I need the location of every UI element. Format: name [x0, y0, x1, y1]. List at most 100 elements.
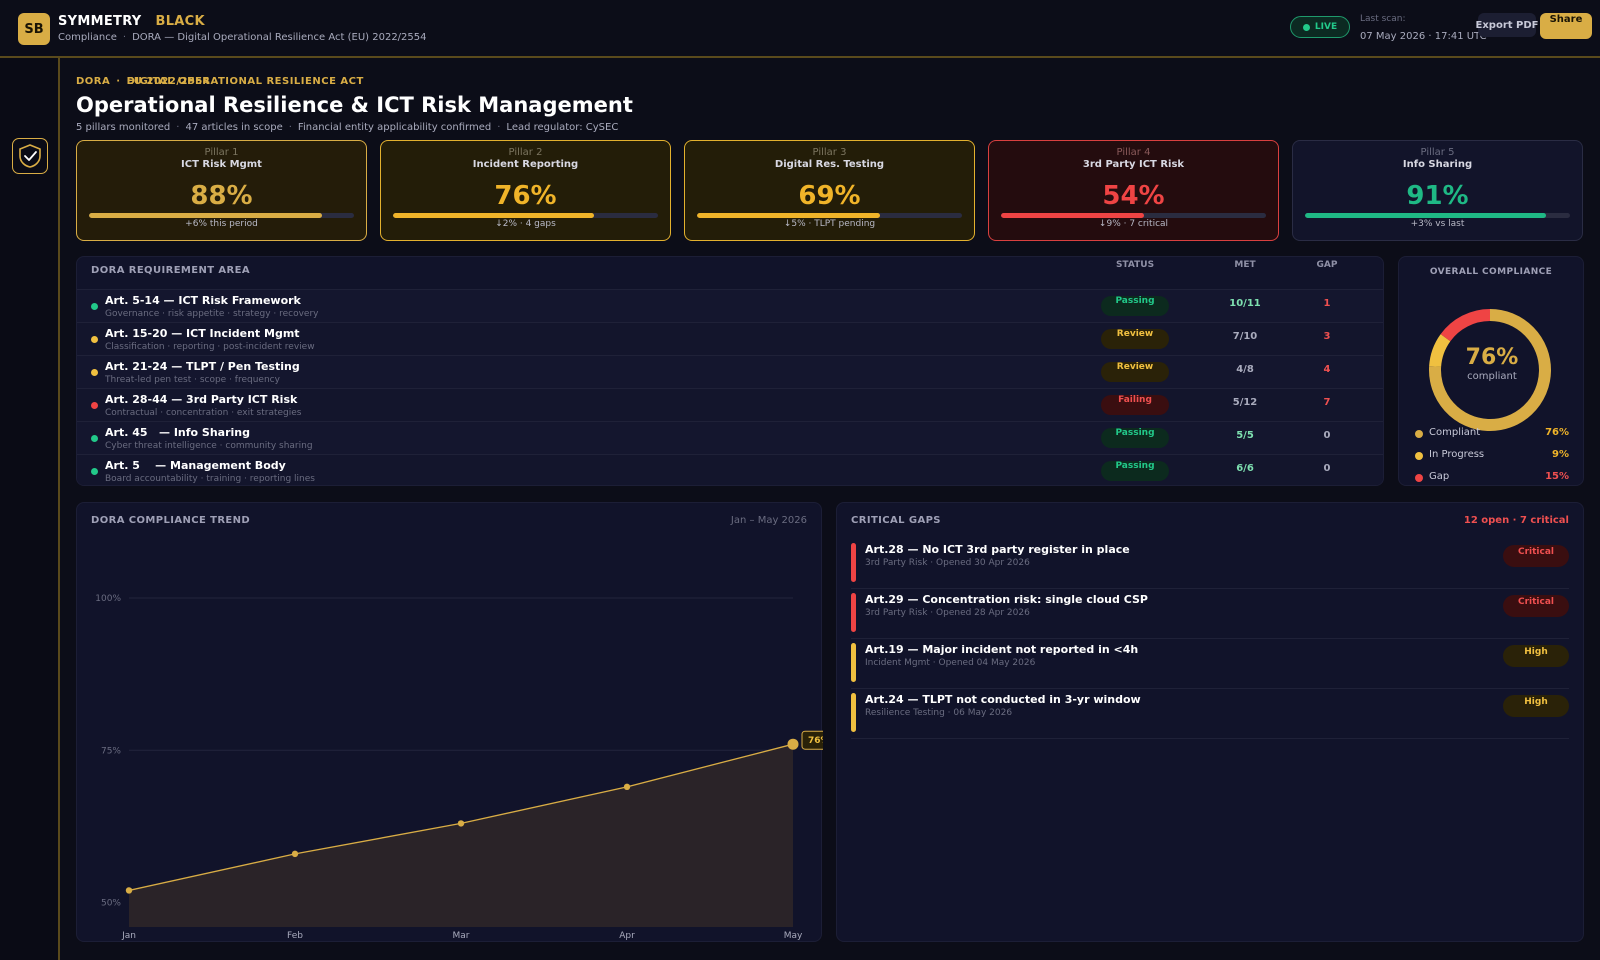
- status-dot-icon: [91, 402, 98, 409]
- gap-item[interactable]: Art.28 — No ICT 3rd party register in pl…: [851, 539, 1569, 589]
- col-gap-header[interactable]: GAP: [1316, 260, 1338, 270]
- brand-name: SYMMETRY BLACK: [58, 14, 205, 29]
- legend-value: 15%: [1545, 471, 1569, 482]
- pillar-progress-fill: [1305, 213, 1547, 218]
- breadcrumb-section[interactable]: Compliance: [58, 32, 117, 43]
- page-title: Operational Resilience & ICT Risk Manage…: [76, 93, 633, 117]
- pillar-score: 69%: [798, 181, 861, 211]
- legend-item: Gap 15%: [1415, 471, 1569, 485]
- pillar-delta: ↓5% · TLPT pending: [783, 219, 876, 229]
- gap-item[interactable]: Art.19 — Major incident not reported in …: [851, 639, 1569, 689]
- pillar-progress-bar: [1305, 213, 1570, 218]
- pillar-progress-bar: [393, 213, 658, 218]
- y-tick-label: 50%: [101, 899, 121, 909]
- trend-area: [129, 744, 793, 927]
- top-bar: SB SYMMETRY BLACK Compliance · DORA — Digit…: [0, 0, 1600, 58]
- donut-segment[interactable]: [1429, 334, 1451, 368]
- status-badge: Passing: [1101, 296, 1169, 316]
- page-eyebrow: DORA · DIGITAL OPERATIONAL RESILIENCE ACT E…: [76, 76, 364, 87]
- brand-logo[interactable]: SB: [18, 13, 50, 45]
- critical-gaps-panel: CRITICAL GAPS 12 open · 7 critical Art.2…: [836, 502, 1584, 942]
- legend-item: Compliant 76%: [1415, 427, 1569, 441]
- severity-badge: Critical: [1503, 545, 1569, 567]
- x-tick-label: Apr: [619, 931, 635, 941]
- x-tick-label: May: [784, 931, 803, 941]
- pillar-name: ICT Risk Mgmt: [181, 159, 262, 170]
- requirement-gap: 4: [1323, 364, 1331, 375]
- col-status-header[interactable]: STATUS: [1115, 260, 1155, 270]
- share-button[interactable]: Share: [1540, 13, 1592, 39]
- requirement-gap: 0: [1323, 430, 1331, 441]
- requirement-title: Art. 5 — Management Body: [105, 459, 286, 472]
- requirement-row[interactable]: Art. 5-14 — ICT Risk Framework Governance…: [77, 289, 1383, 322]
- pillar-number: Pillar 4: [1116, 147, 1151, 158]
- requirement-row[interactable]: Art. 15-20 — ICT Incident Mgmt Classifica…: [77, 322, 1383, 355]
- overall-header: OVERALL COMPLIANCE: [1429, 267, 1553, 277]
- donut-segment[interactable]: [1440, 309, 1491, 342]
- eyebrow-overlay: EU 2022/2554: [126, 76, 211, 87]
- pillar-card[interactable]: Pillar 2 Incident Reporting 76% ↓2% · 4 gap…: [380, 140, 671, 241]
- last-scan-label: Last scan:: [1360, 14, 1406, 24]
- severity-bar: [851, 593, 856, 632]
- trend-point[interactable]: [125, 887, 133, 894]
- pillar-progress-fill: [89, 213, 323, 218]
- pillar-card[interactable]: Pillar 5 Info Sharing 91% +3% vs last: [1292, 140, 1583, 241]
- requirement-row[interactable]: Art. 21-24 — TLPT / Pen Testing Threat-le…: [77, 355, 1383, 388]
- requirement-desc: Board accountability · training · report…: [105, 474, 315, 484]
- status-dot-icon: [91, 303, 98, 310]
- pillar-name: Info Sharing: [1402, 159, 1473, 170]
- gap-item[interactable]: Art.29 — Concentration risk: single clou…: [851, 589, 1569, 639]
- requirement-met: 5/12: [1232, 397, 1258, 408]
- legend-value: 9%: [1552, 449, 1569, 460]
- requirement-row[interactable]: Art. 28-44 — 3rd Party ICT Risk Contractu…: [77, 388, 1383, 421]
- legend-label: Gap: [1429, 471, 1450, 482]
- pillar-name: Digital Res. Testing: [774, 159, 885, 170]
- trend-point[interactable]: [291, 850, 299, 858]
- gap-meta: Resilience Testing · 06 May 2026: [865, 708, 1013, 718]
- donut-segment[interactable]: [1429, 309, 1551, 431]
- pillar-number: Pillar 3: [812, 147, 847, 158]
- gap-meta: Incident Mgmt · Opened 04 May 2026: [865, 658, 1036, 668]
- requirement-row[interactable]: Art. 5 — Management Body Board accountabi…: [77, 454, 1383, 485]
- requirement-gap: 0: [1323, 463, 1331, 474]
- live-label: LIVE: [1314, 22, 1338, 32]
- status-badge: Review: [1101, 362, 1169, 382]
- trend-point[interactable]: [457, 820, 465, 827]
- live-dot-icon: [1302, 23, 1310, 31]
- pillar-number: Pillar 2: [508, 147, 543, 158]
- gap-meta: 3rd Party Risk · Opened 28 Apr 2026: [865, 608, 1030, 618]
- severity-bar: [851, 543, 856, 582]
- meta-regulator: Lead regulator: CySEC: [506, 122, 619, 133]
- requirement-desc: Threat-led pen test · scope · frequency: [105, 375, 280, 385]
- severity-badge: High: [1503, 645, 1569, 667]
- critical-gaps-count: 12 open · 7 critical: [1463, 515, 1569, 526]
- severity-bar: [851, 643, 856, 682]
- legend-value: 76%: [1545, 427, 1569, 438]
- trend-point[interactable]: [787, 738, 799, 750]
- shield-check-icon[interactable]: [12, 138, 48, 174]
- pillar-progress-bar: [697, 213, 962, 218]
- status-badge: Passing: [1101, 461, 1169, 481]
- requirements-table: DORA REQUIREMENT AREA STATUS MET GAP Art…: [76, 256, 1384, 486]
- y-tick-label: 75%: [101, 746, 121, 756]
- pillar-progress-fill: [393, 213, 595, 218]
- col-met-header[interactable]: MET: [1234, 260, 1256, 270]
- status-badge: Review: [1101, 329, 1169, 349]
- trend-point[interactable]: [623, 783, 631, 791]
- severity-badge: High: [1503, 695, 1569, 717]
- pillar-card[interactable]: Pillar 4 3rd Party ICT Risk 54% ↓9% · 7 cri…: [988, 140, 1279, 241]
- pillar-name: 3rd Party ICT Risk: [1082, 159, 1185, 170]
- pillar-card[interactable]: Pillar 3 Digital Res. Testing 69% ↓5% · TLP…: [684, 140, 975, 241]
- severity-bar: [851, 693, 856, 732]
- status-badge: Passing: [1101, 428, 1169, 448]
- trend-range[interactable]: Jan – May 2026: [730, 515, 807, 526]
- pillar-number: Pillar 1: [204, 147, 239, 158]
- pillar-card[interactable]: Pillar 1 ICT Risk Mgmt 88% +6% this period: [76, 140, 367, 241]
- requirement-row[interactable]: Art. 45 — Info Sharing Cyber threat intel…: [77, 421, 1383, 454]
- export-pdf-button[interactable]: Export PDF: [1476, 13, 1538, 37]
- live-badge: LIVE: [1290, 16, 1350, 38]
- gap-item[interactable]: Art.24 — TLPT not conducted in 3-yr wind…: [851, 689, 1569, 739]
- breadcrumb-page: DORA — Digital Operational Resilience Ac…: [132, 32, 427, 43]
- pillar-score: 54%: [1102, 181, 1165, 211]
- critical-gaps-header: CRITICAL GAPS: [851, 515, 941, 526]
